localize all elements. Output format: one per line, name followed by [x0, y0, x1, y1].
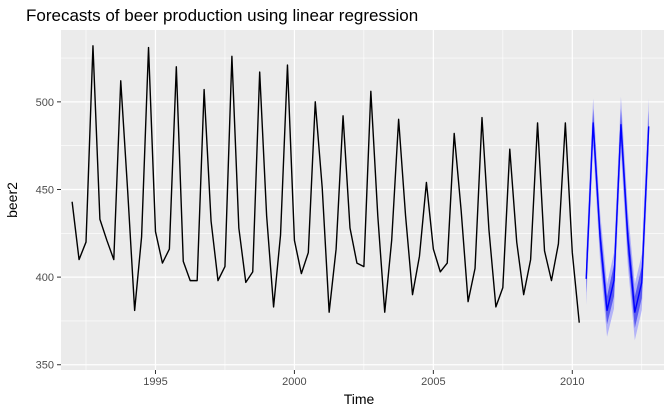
y-axis: 350 400 450 500: [36, 97, 61, 372]
series-line: [71, 45, 580, 323]
y-tick-label: 500: [36, 97, 54, 109]
x-tick-label: 2000: [282, 376, 306, 388]
x-axis: 1995 2000 2005 2010: [143, 370, 585, 388]
x-axis-title: Time: [344, 391, 375, 407]
y-axis-title: beer2: [4, 182, 20, 218]
y-tick-label: 450: [36, 184, 54, 196]
y-tick-label: 400: [36, 272, 54, 284]
series-layer: [71, 45, 580, 323]
grid-minor: [61, 30, 664, 370]
x-tick-label: 2005: [421, 376, 445, 388]
y-tick-label: 350: [36, 360, 54, 372]
grid-major: [61, 30, 664, 370]
chart-title: Forecasts of beer production using linea…: [26, 6, 418, 25]
x-tick-label: 1995: [143, 376, 167, 388]
plot-panel: [61, 30, 664, 370]
forecast-layer: [585, 122, 650, 313]
x-tick-label: 2010: [560, 376, 584, 388]
forecast-mean-line: [585, 122, 650, 313]
